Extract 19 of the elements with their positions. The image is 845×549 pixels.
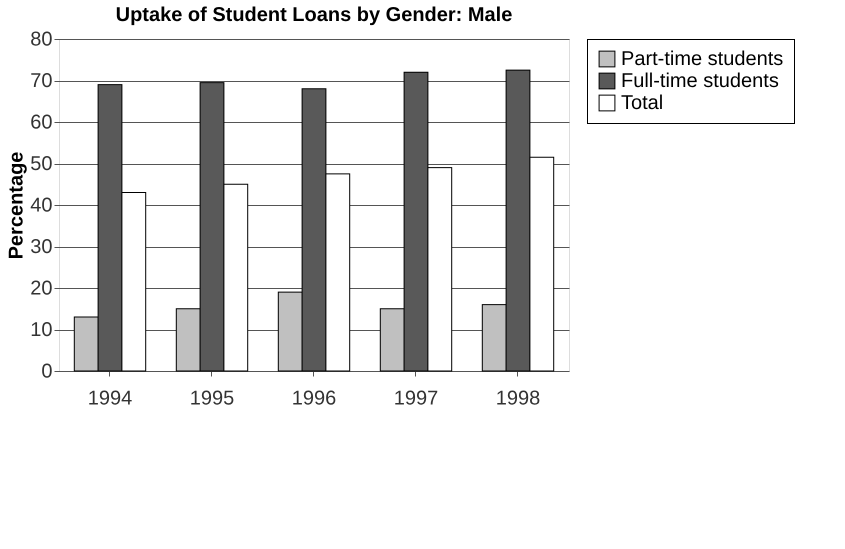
legend-label: Total <box>621 92 664 114</box>
chart-title: Uptake of Student Loans by Gender: Male <box>116 4 512 26</box>
x-tick-label: 1997 <box>394 388 438 410</box>
x-tick-label: 1994 <box>88 388 132 410</box>
y-tick-label: 20 <box>30 278 52 300</box>
y-tick-label: 40 <box>30 194 52 216</box>
x-tick-label: 1996 <box>292 388 336 410</box>
y-tick-label: 50 <box>30 153 52 175</box>
y-axis-title: Percentage <box>5 152 28 260</box>
y-tick-label: 60 <box>30 112 52 134</box>
x-tick-label: 1998 <box>496 388 540 410</box>
y-tick-label: 70 <box>30 70 52 92</box>
legend-label: Part-time students <box>621 48 784 70</box>
y-tick-label: 80 <box>30 28 52 50</box>
x-tick-label: 1995 <box>190 388 234 410</box>
legend-label: Full-time students <box>621 70 779 92</box>
y-tick-label: 30 <box>30 236 52 258</box>
y-tick-label: 10 <box>30 319 52 341</box>
y-tick-label: 0 <box>41 360 52 382</box>
